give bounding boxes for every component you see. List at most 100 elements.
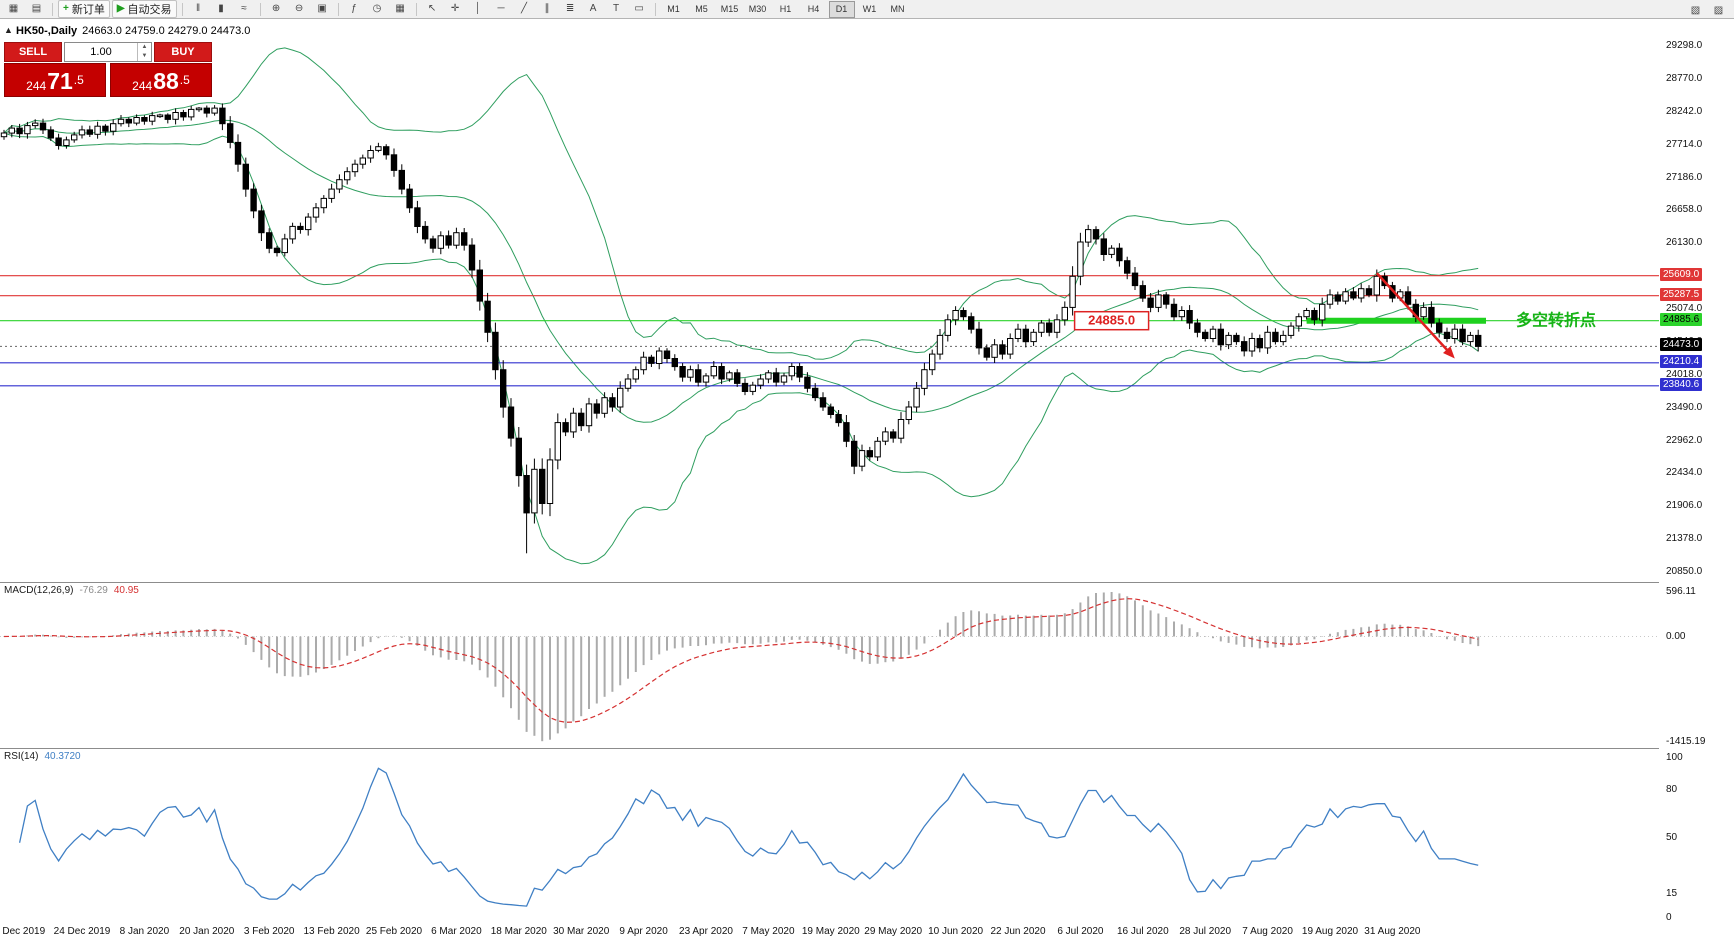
time-axis-label: 2 Dec 2019 [0,926,46,937]
line-chart-button[interactable]: ≈ [233,0,256,18]
horizontal-line-button[interactable]: ─ [490,0,513,18]
cursor-icon: ↖ [427,3,437,14]
text-button[interactable]: A [582,0,605,18]
profiles-button[interactable]: ▤ [25,0,48,18]
macd-axis-max: 596.11 [1666,586,1696,597]
price-axis[interactable]: 29298.0 28770.0 28242.0 27714.0 27186.0 26658… [1659,0,1734,941]
text-label-icon: T [612,3,620,14]
new-chart-icon: ▦ [8,3,19,14]
svg-text:24885.0: 24885.0 [1088,313,1135,328]
cursor-button[interactable]: ↖ [421,0,444,18]
channel-icon: ∥ [544,3,550,14]
price-axis-label: 21906.0 [1666,500,1703,512]
price-axis-label: 22962.0 [1666,434,1703,446]
macd-name: MACD(12,26,9) [4,585,74,596]
fibonacci-icon: ≣ [565,3,575,14]
price-level-badge: 25609.0 [1660,267,1703,281]
zoom-out-icon: ⊖ [294,3,304,14]
zoom-in-button[interactable]: ⊕ [265,0,288,18]
timeframe-button-M1[interactable]: M1 [667,4,680,14]
profiles-icon: ▤ [31,3,42,14]
toolbar-separator [259,2,261,16]
price-axis-label: 27714.0 [1666,138,1703,150]
bar-chart-button[interactable]: ‖ [187,0,210,18]
rsi-pane-area[interactable] [0,748,1659,923]
macd-main-value: -76.29 [79,585,108,596]
price-axis-label: 29298.0 [1666,40,1703,51]
volume-input[interactable] [65,46,137,58]
channel-button[interactable]: ∥ [536,0,559,18]
rsi-axis-label: 0 [1666,912,1672,923]
macd-axis-zero: 0.00 [1666,630,1686,642]
buy-price-button[interactable]: 244 88.5 [110,63,212,97]
one-click-collapse-icon[interactable]: ▲ [4,25,13,35]
toolbar-separator [415,2,417,16]
fibonacci-button[interactable]: ≣ [559,0,582,18]
vertical-line-button[interactable]: │ [467,0,490,18]
timeframe-button-D1[interactable]: D1 [828,0,855,18]
volume-up-button[interactable]: ▲ [141,44,148,50]
price-level-badge: 25287.5 [1660,287,1703,301]
time-axis[interactable]: 2 Dec 2019 24 Dec 2019 8 Jan 2020 20 Jan 20… [0,923,1659,941]
time-axis-label: 10 Jun 2020 [928,926,984,937]
time-axis-label: 24 Dec 2019 [53,926,111,937]
buy-price-big: 88 [153,68,179,94]
toolbar-separator [337,2,339,16]
templates-button[interactable]: ▦ [389,0,412,18]
sell-price-button[interactable]: 244 71.5 [4,63,106,97]
sell-button[interactable]: SELL [4,42,62,62]
bar-chart-icon: ‖ [195,3,201,14]
trendline-button[interactable]: ╱ [513,0,536,18]
time-axis-label: 25 Feb 2020 [365,926,423,937]
crosshair-button[interactable]: ✛ [444,0,467,18]
text-label-button[interactable]: T [605,0,628,18]
crosshair-icon: ✛ [450,3,460,14]
macd-label: MACD(12,26,9) -76.29 40.95 [4,585,139,596]
time-axis-label: 3 Feb 2020 [243,926,295,937]
time-axis-label: 19 Aug 2020 [1301,926,1359,937]
periods-button[interactable]: ◷ [366,0,389,18]
time-axis-label: 6 Jul 2020 [1057,926,1104,937]
autotrading-button[interactable]: ▶ 自动交易 [111,0,177,18]
new-order-icon: + [63,3,69,14]
timeframe-button-H1[interactable]: H1 [779,4,792,14]
rsi-name: RSI(14) [4,751,39,762]
autotrading-icon: ▶ [116,3,125,14]
time-axis-label: 13 Feb 2020 [303,926,360,937]
toolbar-right-icon-2[interactable]: ▨ [1713,4,1724,16]
timeframe-button-M15[interactable]: M15 [720,4,739,14]
chart-ohlc-values: 24663.0 24759.0 24279.0 24473.0 [82,25,251,37]
time-axis-label: 22 Jun 2020 [990,926,1046,937]
toolbar-separator [181,2,183,16]
macd-pane-area[interactable] [0,582,1659,748]
new-chart-button[interactable]: ▦ [2,0,25,18]
toolbar-right-icon-1[interactable]: ▧ [1690,4,1701,16]
shapes-button[interactable]: ▭ [628,0,651,18]
price-level-badge: 24210.4 [1660,354,1703,368]
svg-text:多空转折点: 多空转折点 [1516,311,1596,330]
price-axis-label: 25074.0 [1666,303,1703,314]
time-axis-label: 8 Jan 2020 [119,926,170,937]
indicators-button[interactable]: ƒ [343,0,366,18]
timeframe-button-MN[interactable]: MN [890,4,905,14]
price-level-badge: 24885.6 [1660,312,1703,326]
zoom-out-button[interactable]: ⊖ [288,0,311,18]
toolbar: ▦ ▤ + 新订单 ▶ 自动交易 ‖ ▮ ≈ ⊕ ⊖ ▣ ƒ ◷ ▦ ↖ ✛ │ ─ ╱ ∥ ≣ A T ▭ M1 M5 M15 M30… [0,0,1734,19]
new-order-button[interactable]: + 新订单 [58,0,110,18]
main-chart-area[interactable] [0,19,1659,582]
candlestick-chart-icon: ▮ [218,3,224,14]
rsi-axis-label: 80 [1666,784,1678,795]
timeframe-button-W1[interactable]: W1 [862,4,877,14]
time-axis-label: 28 Jul 2020 [1179,926,1232,937]
timeframe-button-M5[interactable]: M5 [695,4,708,14]
volume-down-button[interactable]: ▼ [141,53,148,59]
timeframe-button-M30[interactable]: M30 [748,4,767,14]
tile-windows-button[interactable]: ▣ [311,0,334,18]
timeframe-button-H4[interactable]: H4 [807,4,820,14]
price-axis-label: 20850.0 [1666,566,1703,577]
rsi-axis-label: 15 [1666,888,1678,899]
line-chart-icon: ≈ [241,3,247,14]
time-axis-label: 16 Jul 2020 [1116,926,1169,937]
buy-button[interactable]: BUY [154,42,212,62]
candlestick-chart-button[interactable]: ▮ [210,0,233,18]
